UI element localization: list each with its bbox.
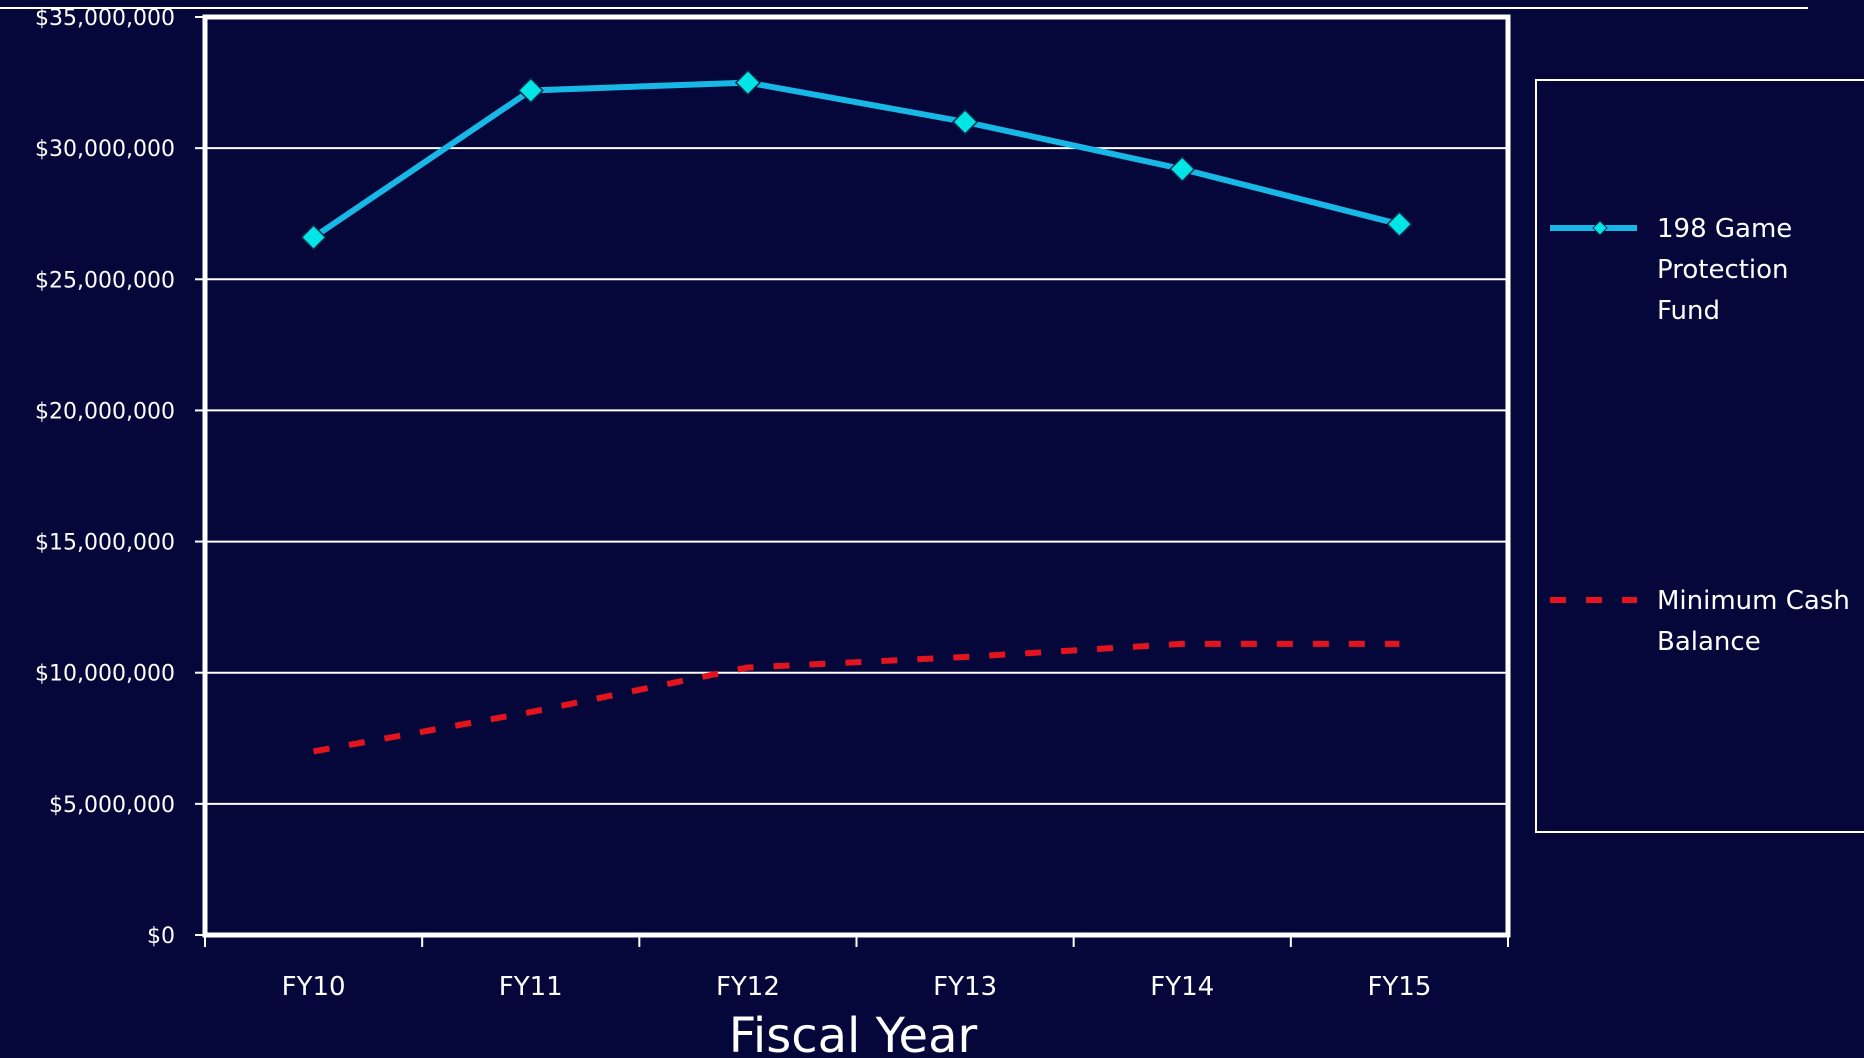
x-tick-label: FY10 [282, 972, 346, 1002]
x-tick-label: FY14 [1150, 972, 1214, 1002]
series-layer [300, 69, 1413, 755]
y-tick-label: $20,000,000 [35, 399, 175, 424]
x-tick-label: FY13 [933, 972, 997, 1002]
data-point [734, 69, 761, 96]
series-line-1 [311, 79, 1401, 240]
y-axis-ticks: $0 $5,000,000 $10,000,000 $15,000,000 $20,00… [35, 6, 205, 949]
y-tick-label: $25,000,000 [35, 268, 175, 293]
x-tick-label: FY11 [499, 972, 563, 1002]
data-point [952, 108, 979, 135]
legend-label: Fund [1657, 296, 1720, 326]
gridlines [205, 147, 1508, 805]
y-tick-label: $35,000,000 [35, 6, 175, 31]
y-tick-label: $10,000,000 [35, 662, 175, 687]
data-point [300, 224, 327, 251]
data-point [517, 77, 544, 104]
legend-marker [1592, 220, 1608, 236]
y-tick-label: $30,000,000 [35, 137, 175, 162]
x-tick-label: FY15 [1367, 972, 1431, 1002]
legend-label: Minimum Cash [1657, 586, 1850, 616]
x-axis-ticks: FY10 FY11 FY12 FY13 FY14 FY15 [204, 935, 1509, 1002]
data-point [1169, 156, 1196, 183]
y-tick-label: $15,000,000 [35, 531, 175, 556]
plot-frame [202, 14, 1511, 938]
series-line-2 [313, 640, 1400, 755]
y-tick-label: $5,000,000 [49, 793, 175, 818]
legend-label: 198 Game [1657, 214, 1792, 244]
legend-label: Balance [1657, 627, 1761, 657]
y-tick-label: $0 [147, 924, 175, 949]
legend-box [1535, 79, 1864, 833]
x-axis-title: Fiscal Year [729, 1008, 978, 1058]
x-tick-label: FY12 [716, 972, 780, 1002]
legend: 198 Game Protection Fund Minimum Cash Balanc… [1550, 214, 1850, 657]
data-point [1386, 211, 1413, 238]
legend-label: Protection [1657, 255, 1789, 285]
